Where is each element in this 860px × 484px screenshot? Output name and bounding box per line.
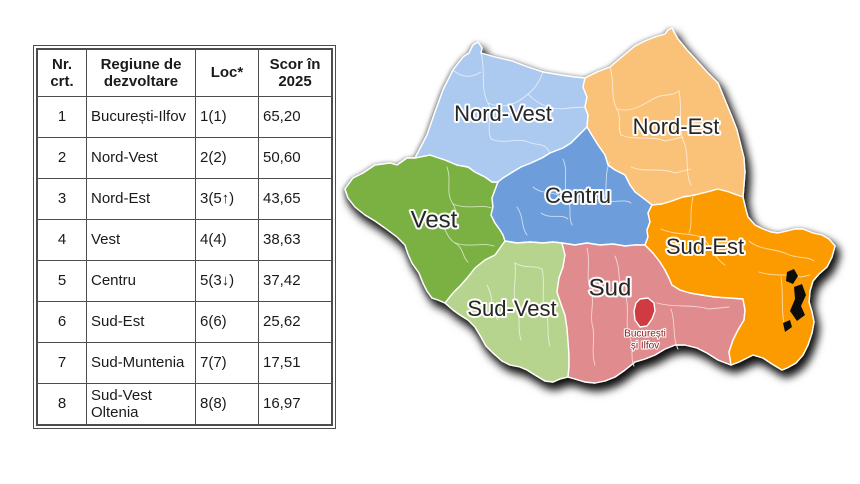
cell-loc: 1(1) (195, 96, 259, 138)
region-label-bucuresti-line1: București (624, 329, 666, 340)
cell-nr: 8 (36, 383, 87, 426)
region-label-sud: Sud (589, 274, 632, 301)
romania-map-svg: Nord-Vest Nord-Est Centru Vest Sud-Est S… (344, 27, 836, 384)
cell-nr: 2 (36, 137, 87, 179)
cell-scor: 17,51 (258, 342, 333, 384)
cell-nr: 6 (36, 301, 87, 343)
cell-loc: 7(7) (195, 342, 259, 384)
region-label-vest: Vest (411, 206, 458, 233)
table-row: 7 Sud-Muntenia 7(7) 17,51 (36, 342, 333, 384)
region-label-nord-est: Nord-Est (633, 114, 720, 139)
region-label-sud-est: Sud-Est (666, 234, 744, 259)
cell-loc: 6(6) (195, 301, 259, 343)
table-header-row: Nr. crt. Regiune de dezvoltare Loc* Scor… (36, 48, 333, 97)
cell-scor: 37,42 (258, 260, 333, 302)
col-header-regiune: Regiune de dezvoltare (86, 48, 196, 97)
region-shape-bucuresti-ilfov (633, 297, 656, 328)
cell-regiune: Centru (86, 260, 196, 302)
table-row: 4 Vest 4(4) 38,63 (36, 219, 333, 261)
table-row: 6 Sud-Est 6(6) 25,62 (36, 301, 333, 343)
cell-scor: 50,60 (258, 137, 333, 179)
ranking-table-frame: Nr. crt. Regiune de dezvoltare Loc* Scor… (33, 45, 336, 429)
cell-nr: 3 (36, 178, 87, 220)
cell-loc: 8(8) (195, 383, 259, 426)
delta-lakes-shape (783, 269, 806, 332)
ranking-table: Nr. crt. Regiune de dezvoltare Loc* Scor… (36, 48, 333, 426)
cell-loc: 4(4) (195, 219, 259, 261)
county-borders (434, 52, 815, 367)
cell-scor: 16,97 (258, 383, 333, 426)
romania-map: Nord-Vest Nord-Est Centru Vest Sud-Est S… (335, 15, 855, 405)
cell-loc: 2(2) (195, 137, 259, 179)
region-label-centru: Centru (545, 183, 611, 208)
cell-regiune: Vest (86, 219, 196, 261)
table-row: 5 Centru 5(3↓) 37,42 (36, 260, 333, 302)
col-header-scor: Scor în 2025 (258, 48, 333, 97)
cell-nr: 5 (36, 260, 87, 302)
col-header-nr: Nr. crt. (36, 48, 87, 97)
cell-scor: 25,62 (258, 301, 333, 343)
cell-regiune: București-Ilfov (86, 96, 196, 138)
table-row: 1 București-Ilfov 1(1) 65,20 (36, 96, 333, 138)
col-header-loc: Loc* (195, 48, 259, 97)
cell-loc: 3(5↑) (195, 178, 259, 220)
table-row: 2 Nord-Vest 2(2) 50,60 (36, 137, 333, 179)
cell-nr: 1 (36, 96, 87, 138)
country-shape-group (344, 27, 836, 384)
cell-scor: 65,20 (258, 96, 333, 138)
cell-regiune: Sud-Est (86, 301, 196, 343)
cell-scor: 38,63 (258, 219, 333, 261)
region-labels: Nord-Vest Nord-Est Centru Vest Sud-Est S… (409, 99, 746, 353)
cell-regiune: Nord-Est (86, 178, 196, 220)
table-row: 8 Sud-Vest Oltenia 8(8) 16,97 (36, 383, 333, 426)
region-label-sud-vest: Sud-Vest (467, 296, 556, 321)
cell-nr: 7 (36, 342, 87, 384)
table-row: 3 Nord-Est 3(5↑) 43,65 (36, 178, 333, 220)
cell-scor: 43,65 (258, 178, 333, 220)
cell-loc: 5(3↓) (195, 260, 259, 302)
cell-regiune: Nord-Vest (86, 137, 196, 179)
region-label-bucuresti-line2: și Ilfov (631, 341, 659, 352)
cell-regiune: Sud-Vest Oltenia (86, 383, 196, 426)
cell-regiune: Sud-Muntenia (86, 342, 196, 384)
cell-nr: 4 (36, 219, 87, 261)
region-label-nord-vest: Nord-Vest (454, 101, 552, 126)
